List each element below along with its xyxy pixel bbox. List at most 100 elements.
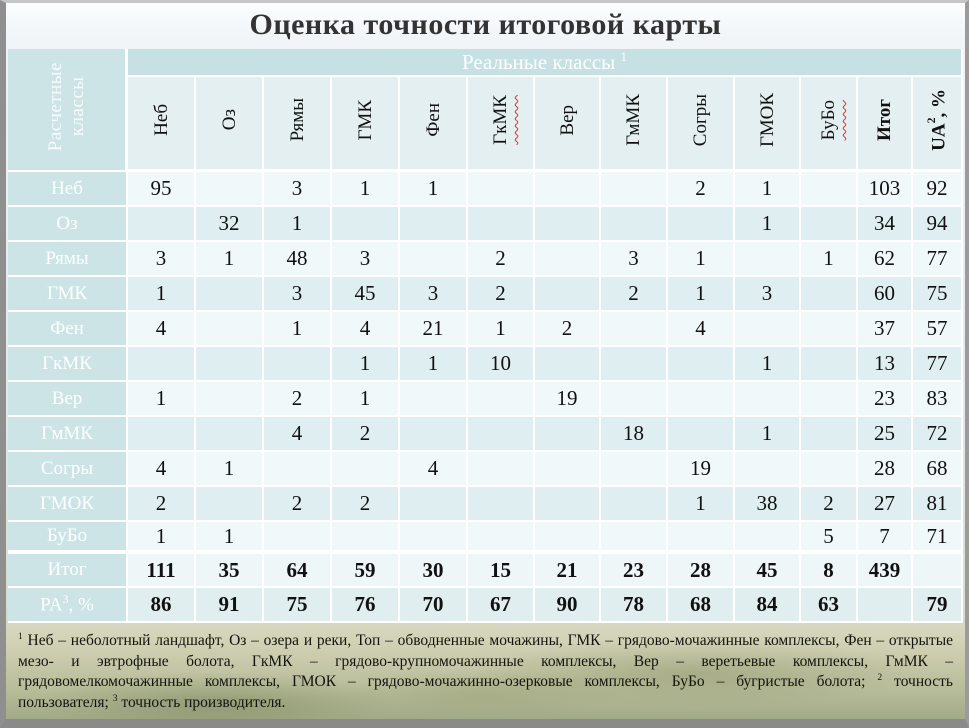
matrix-cell xyxy=(128,347,196,382)
matrix-cell xyxy=(601,487,668,522)
row-label: ГМОК xyxy=(8,487,128,522)
matrix-cell xyxy=(468,452,535,487)
matrix-cell: 1 xyxy=(264,312,332,347)
column-header-label: Рямы xyxy=(286,98,308,142)
matrix-cell: 32 xyxy=(196,207,264,242)
column-header-label: ГкМК xyxy=(490,95,511,145)
column-header-фен: Фен xyxy=(400,77,468,172)
column-header-вер: Вер xyxy=(535,77,601,172)
column-header-label: Фен xyxy=(422,103,444,137)
matrix-cell: 19 xyxy=(668,452,735,487)
table-row-гкмк: ГкМК 1 1 10 1 13 77 xyxy=(8,347,963,382)
matrix-cell xyxy=(668,207,735,242)
matrix-cell xyxy=(400,242,468,277)
matrix-cell xyxy=(196,277,264,312)
matrix-cell: 2 xyxy=(332,487,400,522)
matrix-cell: 103 xyxy=(858,172,913,207)
column-header-label: ГМОК xyxy=(756,92,778,148)
totals-row: Итог 111 35 64 59 30 15 21 23 28 45 8 439 xyxy=(8,552,963,588)
matrix-cell: 439 xyxy=(858,552,913,588)
matrix-cell xyxy=(400,522,468,552)
matrix-cell: 1 xyxy=(735,207,801,242)
matrix-cell: 19 xyxy=(535,382,601,417)
matrix-cell: 1 xyxy=(735,172,801,207)
matrix-cell: 92 xyxy=(913,172,963,207)
matrix-cell: 62 xyxy=(858,242,913,277)
column-header-неб: Неб xyxy=(128,77,196,172)
matrix-cell: 68 xyxy=(668,588,735,623)
matrix-cell xyxy=(196,382,264,417)
matrix-cell: 68 xyxy=(913,452,963,487)
matrix-cell xyxy=(196,312,264,347)
matrix-cell: 34 xyxy=(858,207,913,242)
column-header-ua: UA2, % xyxy=(913,77,963,172)
matrix-cell: 2 xyxy=(468,277,535,312)
matrix-cell xyxy=(801,452,858,487)
matrix-cell: 57 xyxy=(913,312,963,347)
table-row-рямы: Рямы 3 1 48 3 2 3 1 1 62 77 xyxy=(8,242,963,277)
matrix-cell xyxy=(735,522,801,552)
matrix-cell: 13 xyxy=(858,347,913,382)
matrix-cell: 72 xyxy=(913,417,963,452)
column-header-оз: Оз xyxy=(196,77,264,172)
matrix-cell: 90 xyxy=(535,588,601,623)
matrix-cell: 3 xyxy=(264,277,332,312)
matrix-cell xyxy=(535,452,601,487)
matrix-cell: 25 xyxy=(858,417,913,452)
matrix-cell xyxy=(601,347,668,382)
matrix-cell xyxy=(801,382,858,417)
matrix-cell xyxy=(601,452,668,487)
column-header-рямы: Рямы xyxy=(264,77,332,172)
matrix-cell xyxy=(858,588,913,623)
row-label: ГмМК xyxy=(8,417,128,452)
matrix-cell: 3 xyxy=(400,277,468,312)
matrix-cell xyxy=(468,207,535,242)
producer-accuracy-row: PA3, % 86 91 75 76 70 67 90 78 68 84 63 79 xyxy=(8,588,963,623)
column-header-label: Вер xyxy=(556,104,578,136)
matrix-cell xyxy=(801,277,858,312)
matrix-cell: 67 xyxy=(468,588,535,623)
matrix-cell: 2 xyxy=(668,172,735,207)
matrix-cell xyxy=(535,417,601,452)
matrix-cell xyxy=(735,242,801,277)
column-header-гкмк: ГкМК xyxy=(468,77,535,172)
table-row-бубо: БуБо 1 1 5 7 71 xyxy=(8,522,963,552)
matrix-cell: 21 xyxy=(400,312,468,347)
matrix-cell: 30 xyxy=(400,552,468,588)
matrix-cell: 4 xyxy=(668,312,735,347)
matrix-cell: 27 xyxy=(858,487,913,522)
matrix-cell xyxy=(601,172,668,207)
slide: Оценка точности итоговой карты Расчетные… xyxy=(6,3,965,719)
row-label: Неб xyxy=(8,172,128,207)
matrix-cell: 38 xyxy=(735,487,801,522)
matrix-cell: 28 xyxy=(858,452,913,487)
matrix-cell xyxy=(735,382,801,417)
matrix-cell xyxy=(601,312,668,347)
matrix-cell xyxy=(332,452,400,487)
matrix-cell xyxy=(601,207,668,242)
matrix-cell: 76 xyxy=(332,588,400,623)
matrix-cell xyxy=(735,452,801,487)
matrix-cell: 3 xyxy=(332,242,400,277)
column-header-итог: Итог xyxy=(858,77,913,172)
matrix-cell: 75 xyxy=(264,588,332,623)
matrix-cell: 1 xyxy=(128,277,196,312)
matrix-cell: 21 xyxy=(535,552,601,588)
matrix-cell: 1 xyxy=(801,242,858,277)
matrix-cell: 78 xyxy=(601,588,668,623)
matrix-cell: 63 xyxy=(801,588,858,623)
matrix-cell: 3 xyxy=(128,242,196,277)
footnote: 1 Неб – неболотный ландшафт, Оз – озера … xyxy=(18,631,953,712)
column-header-согры: Согры xyxy=(668,77,735,172)
column-header-label: ГмМК xyxy=(623,94,644,146)
matrix-cell: 75 xyxy=(913,277,963,312)
column-header-бубо: БуБо xyxy=(801,77,858,172)
matrix-cell xyxy=(400,487,468,522)
matrix-cell: 2 xyxy=(332,417,400,452)
matrix-cell: 60 xyxy=(858,277,913,312)
matrix-cell xyxy=(535,487,601,522)
matrix-cell: 1 xyxy=(196,522,264,552)
matrix-cell: 37 xyxy=(858,312,913,347)
matrix-cell: 2 xyxy=(264,487,332,522)
